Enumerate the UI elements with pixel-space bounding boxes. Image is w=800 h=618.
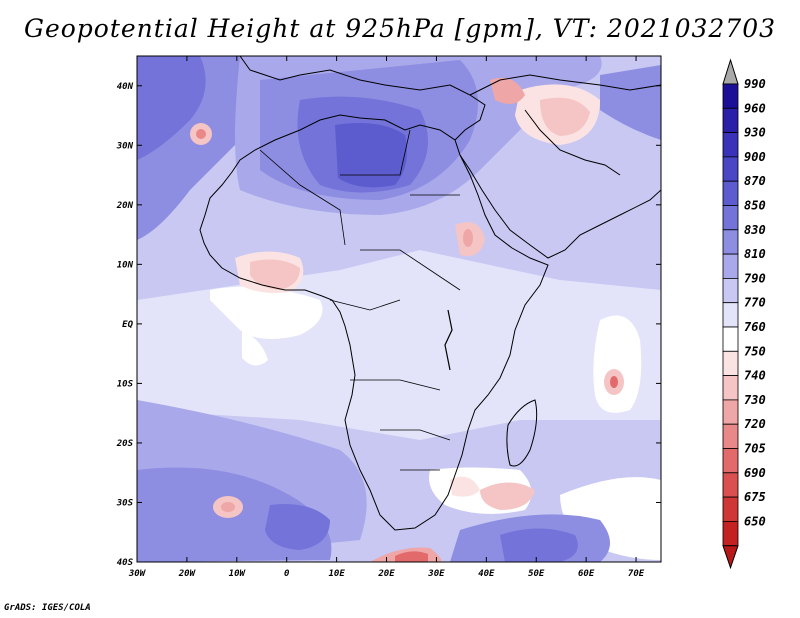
- y-tick-label: EQ: [122, 320, 133, 330]
- high-atlantic-core: [137, 56, 206, 160]
- africa-outline: [199, 114, 549, 531]
- x-tick-label: 70E: [628, 569, 645, 579]
- high-sahara-core: [335, 122, 408, 188]
- y-tick-label: 30N: [116, 141, 134, 151]
- colorbar-label: 990: [744, 77, 766, 91]
- colorbar-label: 650: [744, 514, 766, 528]
- colorbar-swatch: [722, 423, 739, 449]
- colorbar: 990 960 930 900 870 850 830 810 790 770 760 750 740 7…: [722, 58, 766, 570]
- high-south-atlantic-core: [265, 504, 330, 550]
- y-tick-label: 10S: [117, 379, 134, 389]
- colorbar-swatch: [722, 375, 739, 401]
- x-tick-label: 30E: [427, 569, 445, 579]
- low-turkey: [490, 77, 525, 104]
- low-indian-ocean-core: [610, 376, 618, 388]
- colorbar-swatch: [722, 521, 739, 547]
- y-tick-label: 20S: [116, 439, 134, 449]
- colorbar-swatch: [722, 326, 739, 352]
- colorbar-label: 930: [744, 126, 766, 140]
- low-south-africa: [450, 476, 480, 497]
- low-canaries-core: [196, 129, 206, 139]
- y-tick-label: 20N: [116, 201, 134, 211]
- colorbar-label: 720: [744, 417, 766, 431]
- mediterranean-coast: [239, 56, 486, 141]
- low-south-of-madagascar: [480, 482, 535, 510]
- colorbar-swatch: [722, 496, 739, 522]
- x-tick-label: 40E: [478, 569, 495, 579]
- white-patch-indian: [593, 315, 642, 413]
- x-tick-label: 0: [284, 569, 290, 579]
- gulf-coast: [524, 109, 621, 176]
- colorbar-label: 740: [744, 369, 766, 383]
- x-tick-label: 30W: [128, 569, 147, 579]
- colorbar-label: 675: [744, 490, 766, 504]
- coastlines-and-borders: [199, 56, 661, 531]
- colorbar-label: 690: [744, 466, 766, 480]
- colorbar-swatch: [722, 229, 739, 255]
- country-borders: [259, 129, 461, 471]
- colorbar-swatch: [722, 448, 739, 474]
- colorbar-label: 900: [744, 150, 766, 164]
- colorbar-label: 760: [744, 320, 766, 334]
- colorbar-swatch: [722, 156, 739, 182]
- x-tick-label: 10E: [328, 569, 345, 579]
- colorbar-swatch: [722, 350, 739, 376]
- colorbar-swatch: [722, 277, 739, 304]
- map-title: Geopotential Height at 925hPa [gpm], VT:…: [23, 14, 777, 43]
- height-field: [137, 56, 661, 562]
- colorbar-label: 790: [744, 271, 766, 285]
- x-tick-label: 10W: [229, 569, 247, 579]
- colorbar-swatch: [722, 180, 739, 206]
- colorbar-label: 730: [744, 393, 766, 407]
- low-ethiopia-core: [463, 229, 473, 247]
- colorbar-label: 810: [744, 247, 766, 261]
- colorbar-bottom-arrow: [722, 545, 739, 570]
- asia-coast: [469, 74, 661, 96]
- x-tick-label: 50E: [528, 569, 545, 579]
- colorbar-label: 750: [744, 344, 766, 358]
- x-tick-label: 60E: [578, 569, 595, 579]
- colorbar-swatch: [722, 253, 739, 279]
- colorbar-top-arrow: [722, 58, 739, 85]
- y-tick-label: 40S: [117, 558, 134, 568]
- colorbar-swatch: [722, 399, 739, 425]
- x-tick-label: 20W: [178, 569, 197, 579]
- colorbar-swatch: [722, 132, 739, 158]
- colorbar-swatch: [722, 205, 739, 231]
- footer-credit: GrADS: IGES/COLA: [4, 603, 91, 613]
- madagascar-outline: [506, 399, 538, 467]
- colorbar-swatch: [722, 302, 739, 328]
- x-tick-label: 20E: [377, 569, 395, 579]
- low-south-atlantic-core: [221, 502, 235, 512]
- white-patch-atlantic: [242, 330, 268, 366]
- y-tick-label: 30S: [116, 498, 134, 508]
- colorbar-swatch: [722, 107, 739, 134]
- colorbar-label: 870: [744, 174, 766, 188]
- arabian-coast: [459, 154, 661, 259]
- low-iran-core: [540, 97, 590, 136]
- low-south-edge-core: [395, 551, 428, 562]
- high-northeast: [600, 65, 661, 140]
- colorbar-label: 830: [744, 223, 766, 237]
- y-tick-label: 10N: [117, 260, 134, 270]
- colorbar-label: 770: [744, 296, 766, 310]
- colorbar-label: 960: [744, 101, 766, 115]
- map-frame: [136, 55, 662, 563]
- y-tick-label: 40N: [117, 82, 134, 92]
- axis-ticks: 30W 20W 10W 0 10E 20E 30E 40E 50E 60E 70E 40N 30N 20N…: [116, 56, 661, 579]
- white-patch-guinea: [210, 286, 323, 339]
- low-west-africa-core: [250, 259, 300, 290]
- high-south-indian-core: [500, 528, 578, 562]
- lake-victoria-tanganyika: [444, 309, 453, 371]
- colorbar-label: 705: [744, 442, 766, 456]
- colorbar-swatch: [722, 472, 739, 498]
- colorbar-swatch: [722, 83, 739, 109]
- colorbar-label: 850: [744, 199, 766, 213]
